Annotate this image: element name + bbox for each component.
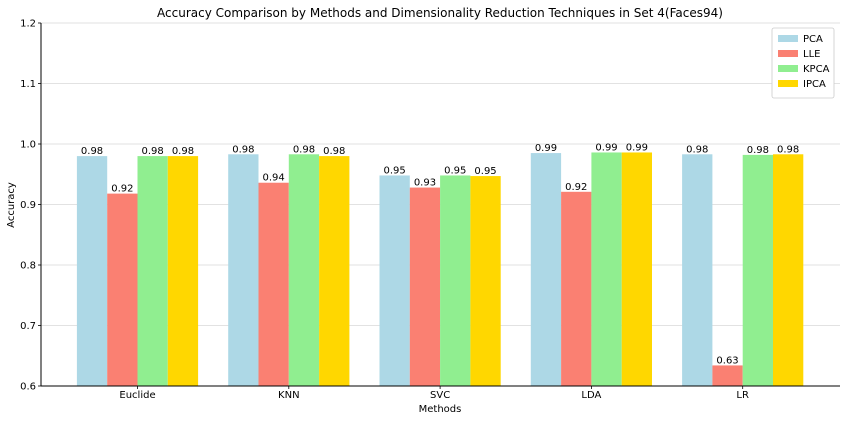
bar-pca-knn (228, 154, 259, 386)
y-tick-label: 0.6 (20, 382, 36, 393)
bar-kpca-lr (742, 154, 773, 386)
bar-value-label: 0.92 (565, 182, 587, 193)
bar-kpca-euclide (137, 156, 168, 386)
bar-lle-euclide (107, 193, 138, 386)
bar-ipca-lda (621, 152, 652, 386)
bar-ipca-lr (773, 154, 804, 386)
bar-value-label: 0.98 (232, 144, 254, 155)
legend-swatch-ipca (778, 80, 798, 87)
bar-lle-lr (712, 365, 743, 386)
bar-value-label: 0.99 (626, 142, 648, 153)
x-axis-label: Methods (419, 404, 462, 415)
bar-value-label: 0.63 (716, 355, 738, 366)
bar-kpca-knn (288, 154, 320, 386)
bar-value-label: 0.95 (474, 166, 496, 177)
legend-label-kpca: KPCA (803, 64, 830, 75)
bar-value-label: 0.99 (535, 143, 557, 154)
y-axis-label: Accuracy (6, 182, 17, 228)
bar-value-label: 0.98 (172, 146, 194, 157)
bar-value-label: 0.95 (384, 165, 406, 176)
bar-value-label: 0.94 (263, 173, 285, 184)
x-tick-label: SVC (430, 390, 450, 401)
legend-label-ipca: IPCA (803, 79, 826, 90)
y-tick-label: 1.1 (20, 79, 36, 90)
bar-kpca-svc (440, 175, 471, 386)
legend-swatch-pca (778, 35, 798, 42)
x-tick-label: LR (736, 390, 749, 401)
x-tick-label: KNN (278, 390, 300, 401)
axes (38, 22, 840, 389)
bar-value-label: 0.98 (142, 146, 164, 157)
bar-lle-lda (561, 191, 592, 386)
bar-kpca-lda (591, 152, 622, 386)
bars: 0.98 0.92 0.98 0.98 0.98 0.94 0.98 0.98 0.95 0.93… (76, 142, 804, 386)
bar-value-label: 0.98 (81, 146, 103, 157)
bar-ipca-euclide (167, 156, 199, 386)
bar-pca-lda (530, 153, 562, 386)
x-tick-label: LDA (581, 390, 601, 401)
tick-labels: 0.6 0.7 0.8 0.9 1.0 1.1 1.2 Euclide KNN SVC LDA LR (20, 19, 749, 402)
bar-lle-svc (409, 187, 441, 386)
y-tick-label: 1.0 (20, 140, 36, 151)
legend-swatch-lle (778, 50, 798, 57)
legend-swatch-kpca (778, 65, 798, 72)
y-tick-label: 0.7 (20, 321, 36, 332)
bar-value-label: 0.98 (777, 144, 799, 155)
y-tick-label: 1.2 (20, 19, 36, 30)
bar-pca-svc (379, 175, 410, 386)
bar-value-label: 0.98 (293, 144, 315, 155)
legend: PCA LLE KPCA IPCA (771, 27, 835, 99)
bar-ipca-knn (319, 156, 350, 386)
bar-value-label: 0.95 (444, 165, 466, 176)
bar-value-label: 0.93 (414, 178, 436, 189)
x-tick-label: Euclide (119, 390, 155, 401)
bar-value-label: 0.98 (686, 144, 708, 155)
legend-label-pca: PCA (803, 34, 823, 45)
bar-value-label: 0.92 (111, 184, 133, 195)
bar-value-label: 0.98 (747, 145, 769, 156)
bar-pca-lr (682, 154, 713, 386)
bar-value-label: 0.99 (595, 142, 617, 153)
chart-title: Accuracy Comparison by Methods and Dimen… (157, 6, 723, 20)
bar-ipca-svc (470, 176, 501, 386)
y-tick-label: 0.8 (20, 261, 36, 272)
bar-lle-knn (258, 182, 289, 386)
y-tick-label: 0.9 (20, 200, 36, 211)
bar-value-label: 0.98 (323, 146, 345, 157)
bar-pca-euclide (76, 156, 108, 386)
legend-label-lle: LLE (803, 49, 820, 60)
